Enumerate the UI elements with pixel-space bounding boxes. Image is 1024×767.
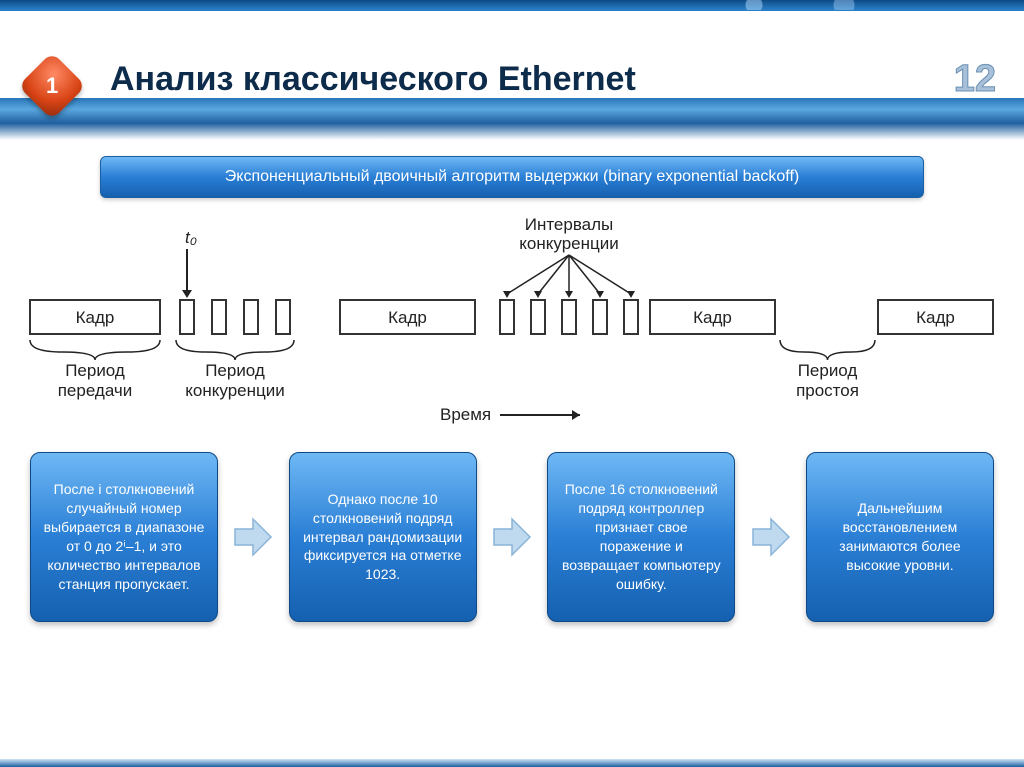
svg-text:конкуренции: конкуренции (519, 234, 618, 253)
svg-text:t₀: t₀ (185, 228, 197, 247)
svg-text:Кадр: Кадр (693, 308, 732, 327)
info-card-text: Дальнейшим восстановлением занимаются бо… (819, 499, 981, 575)
info-cards-row: После i столкновений случайный номер выб… (30, 452, 994, 622)
arrow-icon (490, 515, 534, 559)
svg-text:передачи: передачи (58, 381, 133, 400)
info-card-text: Однако после 10 столкновений подряд инте… (302, 490, 464, 584)
page-number: 12 (954, 58, 996, 101)
diagram-svg: КадрКадрКадрКадрt₀ИнтервалыконкуренцииПе… (20, 215, 1004, 435)
svg-text:Период: Период (798, 361, 858, 380)
svg-text:Период: Период (205, 361, 265, 380)
svg-text:простоя: простоя (796, 381, 859, 400)
info-card: После i столкновений случайный номер выб… (30, 452, 218, 622)
svg-text:Интервалы: Интервалы (525, 215, 614, 234)
header-decoration (664, 0, 964, 10)
svg-text:конкуренции: конкуренции (185, 381, 284, 400)
timing-diagram: КадрКадрКадрКадрt₀ИнтервалыконкуренцииПе… (20, 215, 1004, 435)
subtitle-text: Экспоненциальный двоичный алгоритм выдер… (225, 168, 799, 186)
svg-text:Кадр: Кадр (76, 308, 115, 327)
arrow-icon (231, 515, 275, 559)
info-card: Дальнейшим восстановлением занимаются бо… (806, 452, 994, 622)
subtitle-bar: Экспоненциальный двоичный алгоритм выдер… (100, 156, 924, 198)
arrow-icon (749, 515, 793, 559)
info-card-text: После 16 столкновений подряд контроллер … (560, 480, 722, 593)
svg-text:Кадр: Кадр (916, 308, 955, 327)
footer-band (0, 759, 1024, 767)
svg-text:Период: Период (65, 361, 125, 380)
svg-text:Кадр: Кадр (388, 308, 427, 327)
info-card-text: После i столкновений случайный номер выб… (43, 480, 205, 593)
svg-text:Время: Время (440, 405, 491, 424)
info-card: После 16 столкновений подряд контроллер … (547, 452, 735, 622)
slide-title: Анализ классического Ethernet (110, 60, 636, 99)
slide-number: 1 (46, 73, 58, 99)
info-card: Однако после 10 столкновений подряд инте… (289, 452, 477, 622)
